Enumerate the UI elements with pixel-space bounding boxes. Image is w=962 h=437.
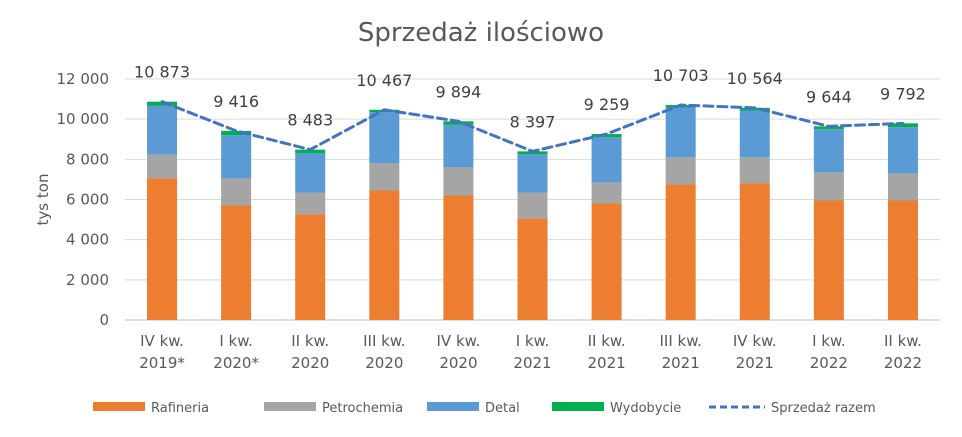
bar-segment-detal <box>221 135 252 179</box>
data-label: 9 416 <box>213 92 259 111</box>
x-tick-label: 2020* <box>213 354 259 372</box>
bar-segment-petrochemia <box>517 192 548 219</box>
data-label: 8 397 <box>510 112 556 131</box>
x-tick-label: IV kw. <box>733 332 777 350</box>
x-tick-label: II kw. <box>588 332 626 350</box>
bar-segment-rafineria <box>221 205 252 320</box>
bar-segment-wydobycie <box>443 121 474 125</box>
bar-segment-detal <box>813 129 844 173</box>
bar-segment-petrochemia <box>813 172 844 201</box>
data-label: 10 703 <box>653 66 709 85</box>
bar-segment-rafineria <box>295 214 326 320</box>
bar-segment-petrochemia <box>591 182 622 204</box>
data-label: 9 644 <box>806 87 852 106</box>
x-tick-label: 2022 <box>884 354 922 372</box>
x-tick-label: 2021 <box>587 354 625 372</box>
y-tick-label: 10 000 <box>57 110 110 128</box>
bar-segment-petrochemia <box>887 173 918 201</box>
x-tick-label: 2021 <box>513 354 551 372</box>
legend-swatch-petrochemia <box>264 402 316 411</box>
data-label: 9 792 <box>880 84 926 103</box>
y-tick-label: 2 000 <box>66 271 109 289</box>
bar-segment-wydobycie <box>591 134 622 138</box>
legend-swatch-wydobycie <box>552 402 604 411</box>
data-label: 9 894 <box>436 82 482 101</box>
bar-segment-rafineria <box>887 200 918 320</box>
bar-segment-detal <box>295 153 326 193</box>
bar-segment-wydobycie <box>295 149 326 154</box>
bar-segment-detal <box>517 154 548 193</box>
bar-segment-wydobycie <box>221 130 252 136</box>
total-sales-line <box>160 100 905 153</box>
x-tick-label: 2020 <box>365 354 403 372</box>
bar-segment-detal <box>665 107 696 158</box>
x-tick-label: II kw. <box>884 332 922 350</box>
x-tick-label: 2022 <box>810 354 848 372</box>
x-tick-label: 2021 <box>662 354 700 372</box>
data-label: 10 873 <box>134 63 190 82</box>
data-label: 10 564 <box>727 69 783 88</box>
bar-segment-petrochemia <box>369 163 400 191</box>
bar-segment-petrochemia <box>221 178 252 206</box>
bar-segment-detal <box>739 110 770 158</box>
bar-segment-rafineria <box>443 195 474 320</box>
bar-segment-rafineria <box>517 218 548 320</box>
bar-segment-detal <box>147 105 178 155</box>
y-tick-label: 6 000 <box>66 191 109 209</box>
y-tick-label: 8 000 <box>66 150 109 168</box>
x-tick-label: III kw. <box>363 332 405 350</box>
y-tick-label: 12 000 <box>57 70 110 88</box>
bar-segment-detal <box>443 124 474 168</box>
bar-segment-petrochemia <box>665 157 696 185</box>
data-label: 10 467 <box>356 71 412 90</box>
bar-segment-petrochemia <box>739 157 770 184</box>
legend-label: Petrochemia <box>322 401 403 416</box>
y-tick-label: 0 <box>99 311 109 329</box>
x-tick-label: I kw. <box>812 332 846 350</box>
x-tick-label: IV kw. <box>140 332 184 350</box>
legend-label: Rafineria <box>151 401 209 416</box>
x-tick-label: 2020 <box>439 354 477 372</box>
bar-segment-petrochemia <box>147 154 178 179</box>
bar-segment-rafineria <box>665 184 696 320</box>
bar-segment-rafineria <box>813 200 844 320</box>
x-tick-label: 2019* <box>139 354 185 372</box>
y-tick-label: 4 000 <box>66 231 109 249</box>
bar-segment-rafineria <box>147 178 178 320</box>
bar-segment-wydobycie <box>887 123 918 128</box>
bar-segment-wydobycie <box>147 101 178 106</box>
bar-segment-detal <box>369 112 400 164</box>
x-tick-label: I kw. <box>516 332 550 350</box>
x-tick-label: II kw. <box>291 332 329 350</box>
bar-segment-detal <box>887 127 918 174</box>
data-label: 9 259 <box>584 95 630 114</box>
bar-segment-petrochemia <box>443 167 474 196</box>
bar-segment-rafineria <box>739 183 770 320</box>
data-label: 8 483 <box>287 111 333 130</box>
legend-label: Wydobycie <box>610 401 681 416</box>
legend-swatch-detal <box>427 402 479 411</box>
x-tick-label: III kw. <box>659 332 701 350</box>
x-tick-label: I kw. <box>219 332 253 350</box>
legend-swatch-rafineria <box>93 402 145 411</box>
y-axis-label: tys ton <box>34 174 52 226</box>
x-tick-label: IV kw. <box>437 332 481 350</box>
legend-label: Detal <box>485 401 520 416</box>
x-tick-label: 2020 <box>291 354 329 372</box>
bar-segment-rafineria <box>369 190 400 320</box>
bar-segment-detal <box>591 137 622 183</box>
x-tick-label: 2021 <box>736 354 774 372</box>
chart-title: Sprzedaż ilościowo <box>357 18 605 48</box>
legend-label: Sprzedaż razem <box>771 401 876 416</box>
bar-segment-petrochemia <box>295 192 326 215</box>
bar-segment-rafineria <box>591 203 622 320</box>
